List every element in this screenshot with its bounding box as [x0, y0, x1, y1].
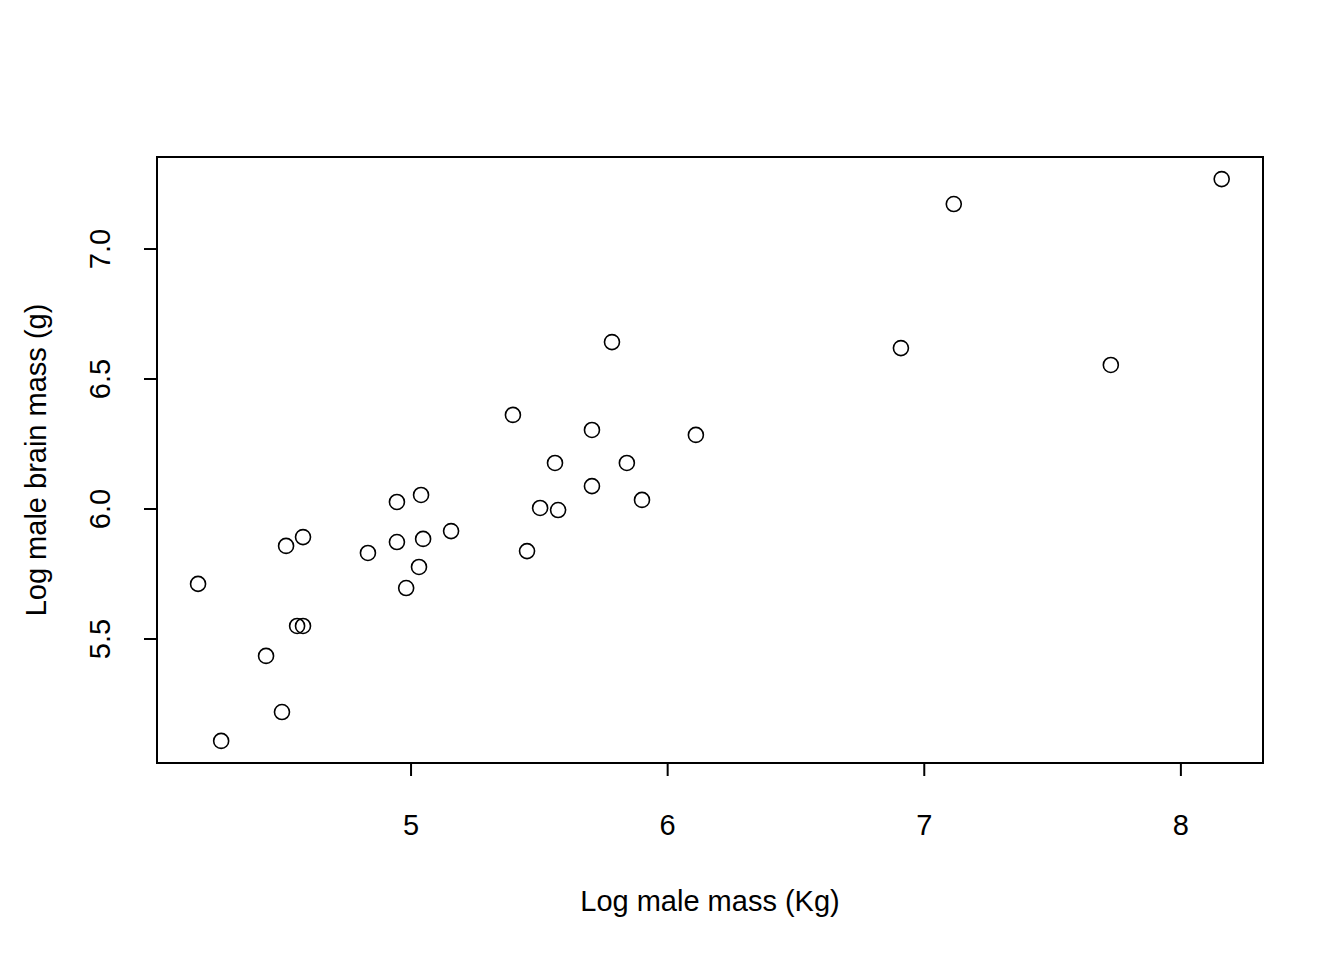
point — [296, 530, 311, 545]
point — [191, 576, 206, 591]
point — [412, 559, 427, 574]
point — [259, 648, 274, 663]
x-tick — [1180, 763, 1182, 776]
point — [505, 407, 520, 422]
x-tick-label: 8 — [1173, 809, 1189, 841]
chart: 5 6 7 8 5.5 6.0 6.5 7.0 Log male mass (Kg) Log ma… — [0, 0, 1344, 960]
point — [279, 538, 294, 553]
y-tick-label: 7.0 — [84, 229, 116, 269]
x-tick — [923, 763, 925, 776]
point — [444, 524, 459, 539]
point — [399, 581, 414, 596]
point — [946, 197, 961, 212]
x-tick-label: 6 — [660, 809, 676, 841]
point — [520, 544, 535, 559]
point — [551, 503, 566, 518]
point — [584, 479, 599, 494]
point — [1103, 357, 1118, 372]
point — [548, 455, 563, 470]
point — [416, 531, 431, 546]
point — [296, 618, 311, 633]
x-axis-label: Log male mass (Kg) — [580, 885, 840, 917]
y-tick — [144, 638, 157, 640]
x-tick — [410, 763, 412, 776]
y-tick — [144, 508, 157, 510]
point — [389, 494, 404, 509]
y-tick-label: 6.0 — [84, 489, 116, 529]
point — [533, 500, 548, 515]
point — [619, 455, 634, 470]
y-tick — [144, 378, 157, 380]
point — [893, 341, 908, 356]
point — [688, 427, 703, 442]
points — [191, 172, 1230, 749]
y-tick-label: 6.5 — [84, 359, 116, 399]
y-axis-label: Log male brain mass (g) — [20, 304, 52, 617]
plot-frame — [157, 157, 1263, 763]
point — [414, 487, 429, 502]
point — [214, 733, 229, 748]
x-tick-label: 7 — [916, 809, 932, 841]
point — [360, 545, 375, 560]
point — [274, 705, 289, 720]
point — [634, 492, 649, 507]
y-tick — [144, 248, 157, 250]
point — [389, 535, 404, 550]
point — [584, 422, 599, 437]
point — [1214, 172, 1229, 187]
x-tick-label: 5 — [403, 809, 419, 841]
x-tick — [667, 763, 669, 776]
point — [604, 335, 619, 350]
y-tick-label: 5.5 — [84, 619, 116, 659]
